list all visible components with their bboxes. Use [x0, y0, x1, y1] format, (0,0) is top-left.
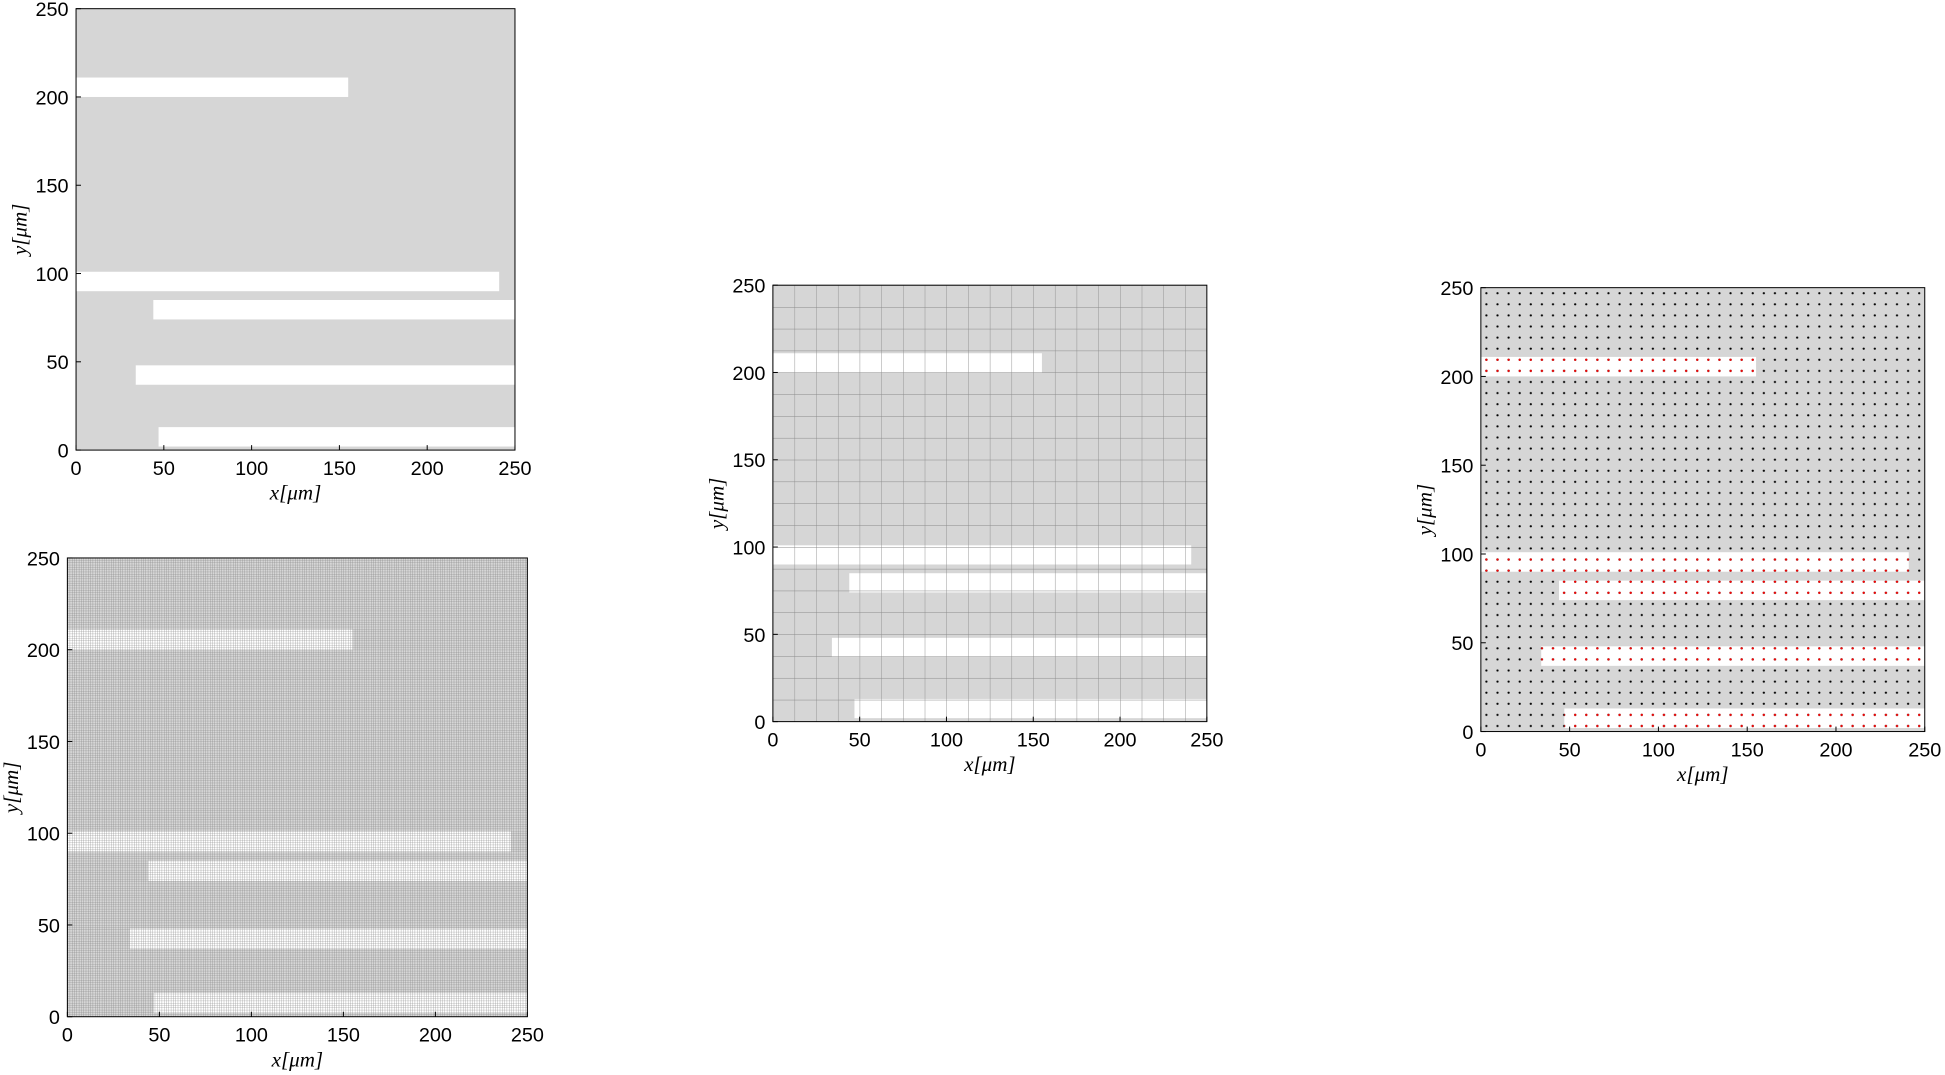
- fiber-nodes: [1558, 580, 1925, 601]
- x-axis-label: x[μm]: [1676, 762, 1729, 786]
- fiber: [76, 271, 500, 292]
- x-tick-label: 100: [1642, 739, 1675, 761]
- y-tick-label: 50: [47, 352, 69, 374]
- y-tick-label: 50: [38, 915, 60, 937]
- x-tick-label: 150: [1731, 739, 1764, 761]
- panel: 0 50 100 150 200 250 0 50 100 150 200 250 x[μm] y[μm]: [704, 276, 1223, 777]
- y-tick-label: 200: [36, 87, 69, 109]
- y-tick-label: 0: [1462, 722, 1473, 744]
- axes-box: [66, 557, 528, 1018]
- y-tick-label: 250: [1440, 278, 1473, 300]
- fiber-nodes: [1480, 552, 1909, 572]
- fiber-nodes: [1541, 646, 1925, 666]
- x-axis-label: x[μm]: [271, 1047, 324, 1071]
- y-tick-label: 100: [27, 824, 60, 846]
- y-tick-label: 50: [1451, 633, 1473, 655]
- axes-box: [772, 284, 1208, 723]
- y-tick-label: 250: [732, 276, 765, 298]
- x-tick-label: 150: [327, 1025, 360, 1047]
- y-tick-label: 200: [732, 363, 765, 385]
- x-tick-label: 0: [71, 458, 82, 480]
- x-axis-label: x[μm]: [963, 752, 1016, 776]
- fiber-nodes: [1564, 708, 1925, 728]
- panel: 0 50 100 150 200 250 0 50 100 150 200 250 x[μm] y[μm]: [7, 0, 531, 505]
- y-axis-label: y[μm]: [0, 762, 23, 816]
- y-tick-label: 0: [754, 712, 765, 734]
- panel: 0 50 100 150 200 250 0 50 100 150 200 250 x[μm] y[μm]: [1412, 278, 1941, 786]
- x-tick-label: 250: [498, 458, 531, 480]
- x-tick-label: 0: [767, 729, 778, 751]
- axes-box: [1480, 287, 1926, 733]
- y-tick-label: 100: [732, 537, 765, 559]
- y-axis-label: y[μm]: [7, 204, 31, 258]
- y-tick-label: 0: [58, 441, 69, 463]
- x-axis-label: x[μm]: [269, 481, 322, 505]
- fibers: [76, 77, 515, 447]
- x-tick-label: 50: [148, 1025, 170, 1047]
- y-tick-label: 150: [1440, 456, 1473, 478]
- y-tick-label: 150: [732, 450, 765, 472]
- x-tick-label: 150: [323, 458, 356, 480]
- y-tick-label: 200: [27, 640, 60, 662]
- fiber: [135, 365, 515, 385]
- x-tick-label: 0: [62, 1025, 73, 1047]
- x-tick-label: 100: [235, 1025, 268, 1047]
- fiber-mesh: [1480, 356, 1925, 728]
- fiber-nodes: [1480, 356, 1757, 377]
- x-tick-label: 250: [511, 1025, 544, 1047]
- x-tick-label: 100: [930, 729, 963, 751]
- x-tick-label: 200: [1819, 739, 1852, 761]
- x-tick-label: 200: [1104, 729, 1137, 751]
- x-tick-label: 250: [1908, 739, 1941, 761]
- x-tick-label: 0: [1475, 739, 1486, 761]
- y-tick-label: 100: [1440, 544, 1473, 566]
- mesh: [772, 285, 1207, 722]
- mesh: [67, 557, 528, 1017]
- y-tick-label: 200: [1440, 367, 1473, 389]
- y-tick-label: 50: [743, 625, 765, 647]
- y-tick-label: 0: [49, 1007, 60, 1029]
- panel: 0 50 100 150 200 250 0 50 100 150 200 250 x[μm] y[μm]: [0, 548, 544, 1071]
- x-tick-label: 50: [849, 729, 871, 751]
- y-axis-label: y[μm]: [1412, 484, 1436, 538]
- x-tick-label: 50: [153, 458, 175, 480]
- fiber: [153, 300, 515, 320]
- axes-box: [75, 8, 516, 451]
- fiber: [158, 427, 515, 447]
- x-tick-label: 150: [1017, 729, 1050, 751]
- x-tick-label: 50: [1559, 739, 1581, 761]
- x-tick-label: 100: [235, 458, 268, 480]
- y-tick-label: 100: [36, 264, 69, 286]
- x-tick-label: 250: [1190, 729, 1223, 751]
- y-tick-label: 150: [27, 732, 60, 754]
- x-tick-label: 200: [411, 458, 444, 480]
- y-tick-label: 150: [36, 176, 69, 198]
- y-axis-label: y[μm]: [704, 478, 728, 532]
- y-tick-label: 250: [36, 0, 69, 21]
- x-tick-label: 200: [419, 1025, 452, 1047]
- y-tick-label: 250: [27, 548, 60, 570]
- fiber: [76, 77, 349, 97]
